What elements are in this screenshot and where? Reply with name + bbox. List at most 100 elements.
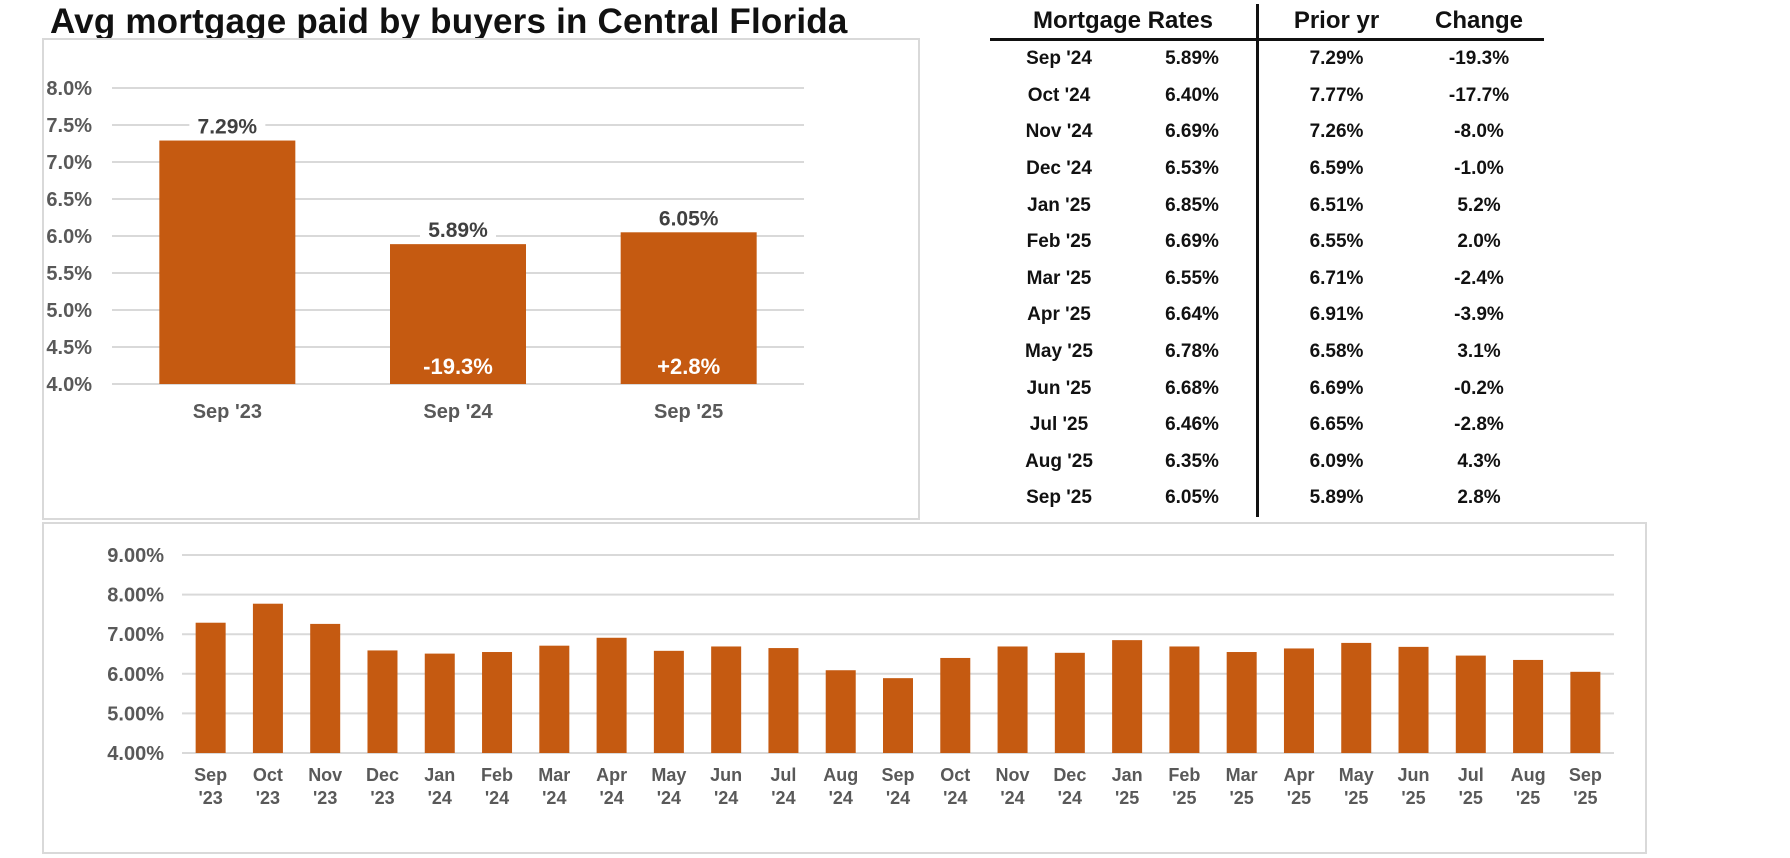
change-cell: -3.9%	[1454, 304, 1504, 326]
y-tick-label: 4.00%	[107, 743, 164, 765]
change-cell: 2.0%	[1457, 231, 1501, 253]
rate-cell: 6.46%	[1165, 414, 1219, 436]
bar	[195, 622, 226, 753]
month-cell: Sep '25	[1026, 487, 1092, 509]
bar	[1112, 640, 1143, 753]
x-tick-label: Sep '23	[193, 401, 262, 423]
x-tick-month: Jan	[1112, 765, 1143, 785]
prior-year-cell: 6.69%	[1256, 370, 1414, 407]
x-tick-year: '25	[1287, 788, 1311, 808]
x-tick-label: Sep '25	[654, 401, 723, 423]
x-tick-year: '25	[1573, 788, 1597, 808]
rate-cell: 6.05%	[1165, 487, 1219, 509]
x-tick-year: '23	[198, 788, 222, 808]
change-cell: 2.8%	[1457, 487, 1501, 509]
x-tick-month: Oct	[253, 765, 283, 785]
x-tick-year: '24	[943, 788, 967, 808]
table-row: Aug '25 6.35% 6.09% 4.3%	[990, 443, 1544, 481]
bar	[424, 653, 455, 753]
y-tick-label: 4.0%	[46, 374, 92, 396]
x-tick-year: '25	[1115, 788, 1139, 808]
table-row: Nov '24 6.69% 7.26% -8.0%	[990, 114, 1544, 151]
rate-cell: 5.89%	[1165, 48, 1219, 70]
x-tick-year: '24	[485, 788, 509, 808]
bar	[940, 657, 971, 753]
x-tick-month: Jul	[1458, 765, 1484, 785]
x-tick-label: Sep '24	[423, 401, 493, 423]
x-tick-year: '25	[1401, 788, 1425, 808]
y-tick-label: 5.00%	[107, 703, 164, 725]
value-label-background	[420, 216, 496, 243]
x-tick-month: Dec	[366, 765, 399, 785]
month-cell: Feb '25	[1026, 231, 1092, 253]
x-tick-year: '24	[542, 788, 566, 808]
change-cell: -2.8%	[1454, 414, 1504, 436]
y-tick-label: 7.0%	[46, 152, 92, 174]
bar	[997, 646, 1028, 753]
bar	[1455, 655, 1486, 753]
y-tick-label: 6.5%	[46, 189, 92, 211]
table-row: Jun '25 6.68% 6.69% -0.2%	[990, 370, 1544, 407]
x-tick-year: '24	[599, 788, 623, 808]
x-tick-month: Aug	[823, 765, 858, 785]
table-row: Sep '24 5.89% 7.29% -19.3%	[990, 39, 1544, 78]
bar	[159, 140, 296, 384]
x-tick-month: Mar	[538, 765, 570, 785]
x-tick-month: Apr	[596, 765, 627, 785]
x-tick-month: Jul	[770, 765, 796, 785]
rate-cell: 6.85%	[1165, 194, 1219, 216]
y-tick-label: 8.00%	[107, 585, 164, 607]
x-tick-year: '24	[428, 788, 452, 808]
value-label: 6.05%	[659, 207, 719, 230]
x-tick-month: Nov	[308, 765, 342, 785]
rate-cell: 6.78%	[1165, 341, 1219, 363]
table-row: Sep '25 6.05% 5.89% 2.8%	[990, 480, 1544, 517]
x-tick-year: '23	[313, 788, 337, 808]
change-cell: 5.2%	[1457, 194, 1501, 216]
y-tick-label: 8.0%	[46, 78, 92, 100]
change-cell: -0.2%	[1454, 377, 1504, 399]
prior-year-cell: 7.77%	[1256, 77, 1414, 115]
rate-cell: 6.69%	[1165, 121, 1219, 143]
bar	[482, 652, 513, 753]
value-label: 7.29%	[198, 116, 258, 139]
change-cell: -2.4%	[1454, 267, 1504, 289]
table-row: Feb '25 6.69% 6.55% 2.0%	[990, 223, 1544, 261]
month-cell: Jan '25	[1027, 194, 1091, 216]
mortgage-rates-table: Mortgage Rates Prior yr Change Sep '24 5.…	[990, 4, 1544, 517]
header-mortgage-rates: Mortgage Rates	[990, 4, 1258, 41]
month-cell: Sep '24	[1026, 48, 1092, 70]
x-tick-year: '24	[1000, 788, 1024, 808]
x-tick-month: Sep	[1569, 765, 1602, 785]
table-body: Sep '24 5.89% 7.29% -19.3% Oct '24 6.40% 7.77%…	[990, 39, 1544, 517]
table-row: Dec '24 6.53% 6.59% -1.0%	[990, 150, 1544, 188]
y-tick-label: 5.0%	[46, 300, 92, 322]
bar	[1169, 646, 1200, 753]
table-row: Jan '25 6.85% 6.51% 5.2%	[990, 187, 1544, 224]
month-cell: May '25	[1025, 341, 1093, 363]
bar	[768, 648, 799, 753]
x-tick-month: Mar	[1226, 765, 1258, 785]
month-cell: Oct '24	[1027, 84, 1091, 106]
x-tick-month: Jun	[710, 765, 742, 785]
month-cell: Nov '24	[1025, 121, 1093, 143]
monthly-chart-panel: 4.00% 5.00% 6.00% 7.00% 8.00% 9.00% Sep '23 Oct '…	[42, 522, 1647, 854]
x-tick-month: Apr	[1283, 765, 1314, 785]
annual-comparison-chart-panel: 4.0% 4.5% 5.0% 5.5% 6.0% 6.5% 7.0% 7.5% 8.0% 7.29…	[42, 38, 920, 520]
change-cell: 4.3%	[1457, 450, 1501, 472]
prior-year-cell: 6.09%	[1256, 443, 1414, 481]
annual-comparison-chart: 4.0% 4.5% 5.0% 5.5% 6.0% 6.5% 7.0% 7.5% 8.0% 7.29…	[46, 78, 804, 423]
change-cell: -17.7%	[1448, 84, 1510, 106]
change-label: +2.8%	[657, 354, 720, 379]
x-tick-month: Sep	[881, 765, 914, 785]
bar	[390, 244, 526, 384]
value-label-background	[189, 112, 266, 139]
bar	[711, 646, 742, 753]
x-tick-month: Sep	[194, 765, 227, 785]
x-tick-month: Dec	[1053, 765, 1086, 785]
bar	[1398, 646, 1429, 753]
prior-year-cell: 6.59%	[1256, 150, 1414, 188]
x-tick-month: Feb	[1168, 765, 1200, 785]
rate-cell: 6.53%	[1165, 158, 1219, 180]
prior-year-cell: 6.91%	[1256, 297, 1414, 334]
